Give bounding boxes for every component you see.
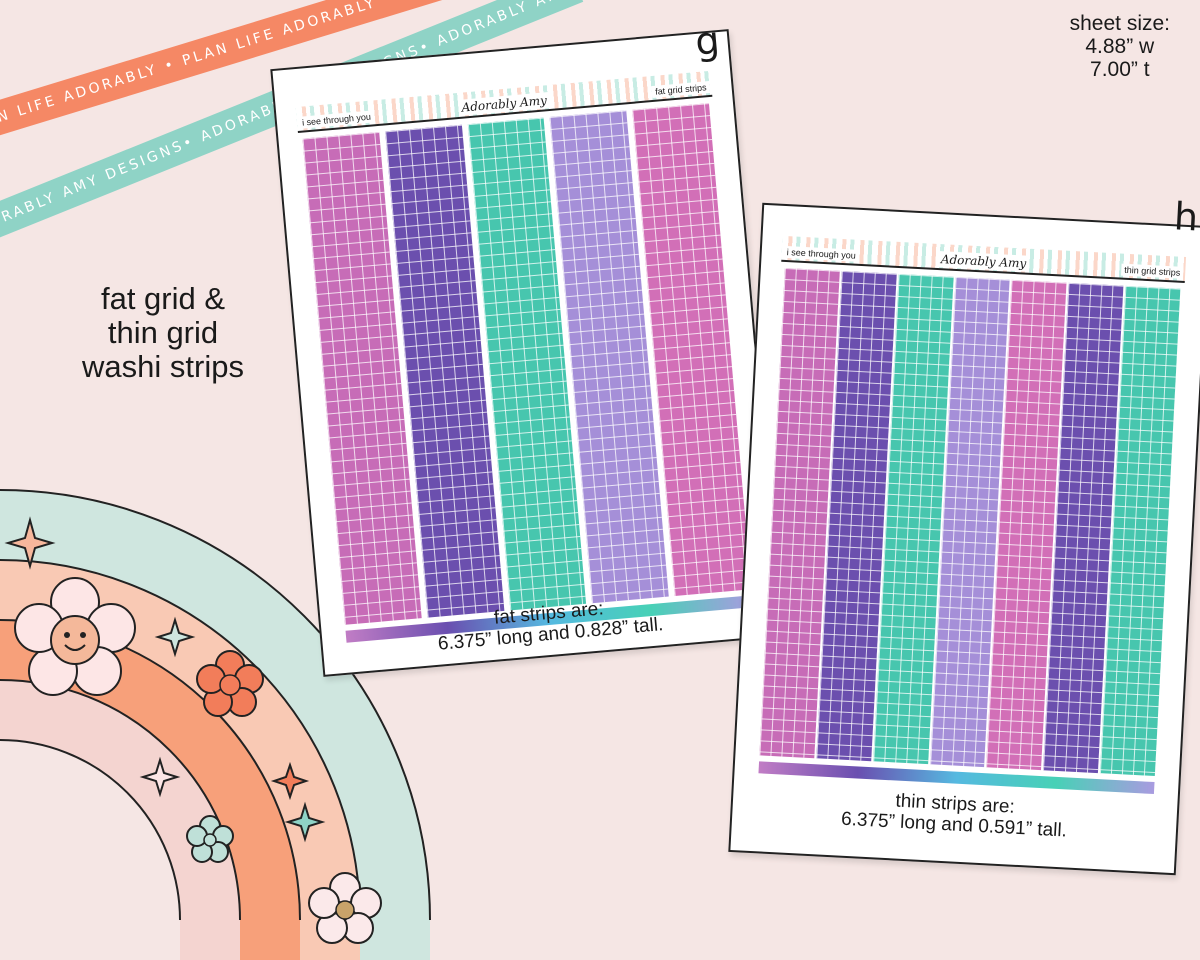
sparkle-icon	[270, 761, 310, 801]
brand-logo: Adorably Amy	[937, 251, 1030, 272]
sheet-content: i see through you Adorably Amy fat grid …	[295, 70, 758, 646]
orange-flower-icon	[196, 650, 264, 717]
sheet-size-width: 4.88” w	[1085, 35, 1155, 58]
sparkle-icon	[139, 756, 181, 798]
smiley-flower-icon	[14, 577, 136, 696]
sheet-header-right: fat grid strips	[651, 81, 711, 98]
sheet-content: i see through you Adorably Amy thin grid…	[754, 235, 1187, 797]
sheet-letter: g	[693, 18, 722, 64]
sheet-header-right: thin grid strips	[1120, 263, 1184, 279]
rainbow-illustration	[0, 489, 431, 960]
sheet-size-label: sheet size:	[1069, 12, 1170, 35]
fat-grid-sticker-sheet: g i see through you Adorably Amy fat gri…	[270, 18, 782, 677]
sparkle-icon	[154, 616, 196, 658]
sheet-size-info: sheet size: 4.88” w 7.00” t	[1070, 12, 1170, 81]
rainbow-band	[0, 490, 430, 960]
washi-strips	[759, 267, 1181, 777]
product-title: fat grid & thin grid washi strips	[58, 282, 268, 384]
white-flower-icon	[308, 872, 382, 944]
thin-grid-sticker-sheet: h i see through you Adorably Amy thin gr…	[728, 194, 1200, 876]
title-line: thin grid	[107, 315, 219, 350]
sparkle-icon	[4, 516, 56, 570]
sheet-header-left: i see through you	[298, 110, 375, 129]
sheet-size-height: 7.00” t	[1090, 58, 1150, 81]
washi-strips	[302, 103, 752, 625]
rainbow-band	[0, 620, 300, 960]
sheet-letter: h	[1172, 194, 1200, 240]
brand-logo: Adorably Amy	[457, 91, 551, 116]
title-line: washi strips	[82, 349, 244, 384]
mint-flower-icon	[186, 815, 234, 863]
title-line: fat grid &	[100, 281, 226, 316]
sparkle-icon	[284, 801, 326, 843]
sheet-header-left: i see through you	[783, 245, 860, 262]
